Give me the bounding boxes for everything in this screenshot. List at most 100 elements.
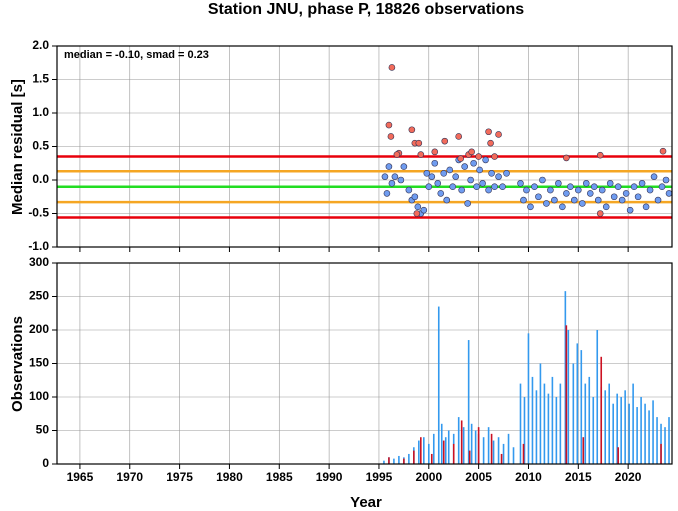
- bar: [624, 390, 626, 464]
- y-axis-label: Observations: [9, 316, 26, 412]
- point: [563, 154, 570, 162]
- y-tick-label: 0.0: [32, 172, 49, 186]
- y-tick-label: 300: [29, 255, 49, 269]
- point: [535, 193, 542, 201]
- y-tick-label: -1.0: [28, 239, 49, 253]
- point: [520, 196, 527, 204]
- point: [388, 64, 396, 71]
- point: [503, 170, 510, 177]
- point: [443, 196, 451, 204]
- bar: [620, 397, 622, 464]
- bar: [612, 403, 614, 464]
- point: [523, 186, 530, 194]
- y-tick-label: 200: [29, 322, 49, 336]
- bar: [467, 340, 470, 464]
- point: [543, 200, 550, 207]
- bar: [564, 291, 567, 464]
- bar: [519, 383, 522, 464]
- x-axis-label: Year: [350, 494, 382, 511]
- bar: [420, 437, 422, 464]
- x-tick-label: 2010: [515, 470, 542, 484]
- bar: [408, 453, 410, 464]
- bar: [640, 397, 642, 464]
- bar: [523, 397, 526, 464]
- point: [387, 133, 395, 140]
- bar: [477, 427, 480, 464]
- bar: [567, 330, 570, 464]
- bar: [442, 440, 445, 464]
- point: [479, 180, 486, 187]
- bar: [487, 427, 490, 464]
- bar: [584, 383, 587, 464]
- y-tick-label: 0.5: [32, 139, 49, 153]
- y-tick-label: 250: [29, 289, 49, 303]
- bar: [418, 440, 420, 464]
- point: [393, 151, 401, 158]
- point: [397, 176, 405, 184]
- bar: [632, 383, 634, 464]
- x-tick-label: 1965: [67, 470, 94, 484]
- bar: [555, 397, 558, 464]
- point: [434, 180, 442, 187]
- bar: [600, 356, 603, 464]
- bar: [604, 390, 607, 464]
- bar: [582, 437, 585, 464]
- point: [414, 203, 422, 211]
- point: [458, 186, 465, 194]
- x-tick-label: 1975: [166, 470, 193, 484]
- bar: [644, 403, 646, 464]
- point: [571, 196, 578, 204]
- point: [598, 186, 606, 194]
- point: [428, 173, 436, 180]
- point: [596, 151, 604, 159]
- point: [555, 180, 562, 187]
- bar: [492, 440, 495, 464]
- bar: [440, 423, 443, 464]
- point: [547, 186, 554, 194]
- bar: [413, 450, 415, 464]
- y-tick-label: 1.0: [32, 105, 49, 119]
- point: [446, 166, 454, 174]
- point: [405, 186, 413, 194]
- bar: [457, 417, 460, 464]
- point: [590, 183, 598, 190]
- point: [452, 173, 460, 180]
- bar: [616, 393, 618, 464]
- point: [596, 210, 604, 217]
- x-tick-label: 1970: [116, 470, 143, 484]
- point: [499, 183, 506, 190]
- bar: [580, 350, 583, 464]
- bar: [500, 453, 503, 464]
- point: [646, 186, 654, 194]
- point: [659, 147, 667, 155]
- point: [586, 190, 594, 197]
- point: [634, 193, 642, 201]
- point: [468, 148, 475, 156]
- point: [665, 190, 673, 197]
- point: [650, 173, 658, 180]
- point: [423, 170, 431, 177]
- bar: [572, 363, 575, 464]
- point: [457, 155, 464, 162]
- point: [391, 173, 399, 180]
- plot-frame: [56, 262, 673, 465]
- point: [594, 196, 602, 204]
- bar: [588, 376, 591, 464]
- point: [626, 206, 634, 214]
- bar: [490, 433, 493, 464]
- point: [485, 186, 492, 194]
- point: [495, 131, 502, 138]
- bar: [427, 443, 430, 464]
- bar: [393, 458, 395, 464]
- bar: [668, 417, 670, 464]
- point: [415, 139, 423, 147]
- point: [575, 186, 582, 194]
- bar: [430, 453, 433, 464]
- point: [606, 180, 614, 187]
- point: [425, 183, 433, 190]
- bar: [559, 383, 562, 464]
- point: [381, 173, 389, 180]
- bar: [403, 458, 405, 464]
- bar: [565, 325, 568, 464]
